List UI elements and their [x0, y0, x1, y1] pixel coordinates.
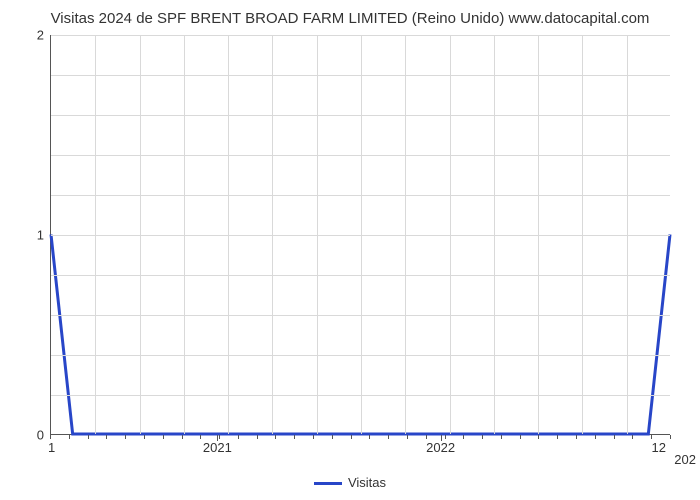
x-minor-tick — [463, 435, 464, 439]
x-minor-tick — [576, 435, 577, 439]
x-minor-tick — [632, 435, 633, 439]
x-minor-tick — [106, 435, 107, 439]
x-minor-tick — [125, 435, 126, 439]
x-minor-tick — [313, 435, 314, 439]
legend: Visitas — [0, 475, 700, 490]
x-minor-tick — [163, 435, 164, 439]
gridline-v — [538, 35, 539, 434]
x-right-end-label: 202 — [674, 452, 696, 467]
x-minor-tick — [238, 435, 239, 439]
x-minor-tick — [182, 435, 183, 439]
legend-label: Visitas — [348, 475, 386, 490]
x-minor-tick — [388, 435, 389, 439]
x-minor-tick — [332, 435, 333, 439]
x-minor-tick — [445, 435, 446, 439]
x-minor-tick — [501, 435, 502, 439]
x-minor-tick — [651, 435, 652, 439]
x-minor-tick — [144, 435, 145, 439]
x-tick-label: 2022 — [426, 440, 455, 455]
gridline-v — [317, 35, 318, 434]
gridline-v — [361, 35, 362, 434]
x-minor-tick — [614, 435, 615, 439]
gridline-v — [95, 35, 96, 434]
plot-area — [50, 35, 670, 435]
x-minor-tick — [69, 435, 70, 439]
gridline-v — [405, 35, 406, 434]
gridline-v — [494, 35, 495, 434]
legend-swatch — [314, 482, 342, 485]
gridline-v — [272, 35, 273, 434]
x-minor-tick — [219, 435, 220, 439]
gridline-v — [582, 35, 583, 434]
x-minor-tick — [200, 435, 201, 439]
x-right-edge-label: 12 — [652, 440, 666, 455]
y-tick-label: 0 — [4, 428, 44, 443]
x-minor-tick — [520, 435, 521, 439]
gridline-v — [228, 35, 229, 434]
y-tick-label: 1 — [4, 228, 44, 243]
gridline-v — [140, 35, 141, 434]
x-minor-tick — [294, 435, 295, 439]
x-minor-tick — [88, 435, 89, 439]
x-tick-label: 2021 — [203, 440, 232, 455]
gridline-v — [450, 35, 451, 434]
x-minor-tick — [50, 435, 51, 439]
x-minor-tick — [426, 435, 427, 439]
y-tick-label: 2 — [4, 28, 44, 43]
x-minor-tick — [351, 435, 352, 439]
gridline-v — [184, 35, 185, 434]
x-minor-tick — [257, 435, 258, 439]
chart-title: Visitas 2024 de SPF BRENT BROAD FARM LIM… — [0, 10, 700, 27]
x-minor-tick — [275, 435, 276, 439]
x-minor-tick — [557, 435, 558, 439]
gridline-v — [627, 35, 628, 434]
x-left-edge-label: 1 — [48, 440, 55, 455]
x-minor-tick — [538, 435, 539, 439]
x-minor-tick — [595, 435, 596, 439]
x-minor-tick — [482, 435, 483, 439]
x-minor-tick — [407, 435, 408, 439]
x-minor-tick — [670, 435, 671, 439]
x-minor-tick — [369, 435, 370, 439]
